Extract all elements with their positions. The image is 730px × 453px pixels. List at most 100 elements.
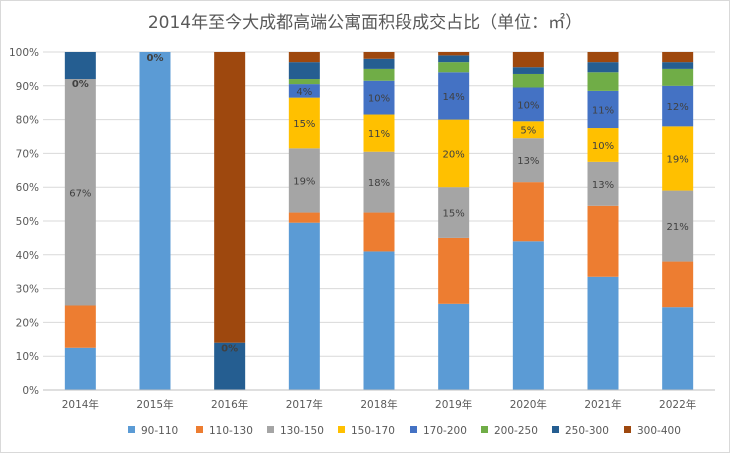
x-tick-label: 2014年 — [62, 398, 99, 411]
y-tick-label: 70% — [16, 148, 39, 160]
y-tick-label: 10% — [16, 351, 39, 363]
data-label: 12% — [667, 102, 689, 113]
bar-segment-300-400 — [587, 52, 619, 63]
bar-segment-150-170 — [288, 97, 320, 149]
bar-segment-130-150 — [288, 148, 320, 213]
legend-label: 250-300 — [565, 425, 609, 437]
data-label: 10% — [368, 94, 390, 105]
bar-segment-90-110 — [64, 347, 96, 390]
data-label: 11% — [368, 129, 390, 140]
bar-segment-250-300 — [512, 67, 544, 74]
bar-segment-110-130 — [288, 212, 320, 223]
data-label: 11% — [592, 105, 614, 116]
bar-segment-250-300 — [64, 52, 96, 80]
data-label: 5% — [520, 126, 536, 137]
bar-segment-300-400 — [438, 52, 470, 56]
bars — [64, 52, 694, 390]
data-label: 13% — [592, 180, 614, 191]
bar-segment-90-110 — [139, 52, 171, 390]
bar-segment-110-130 — [587, 205, 619, 277]
data-label: 21% — [667, 222, 689, 233]
bar-segment-110-130 — [438, 237, 470, 304]
y-tick-label: 80% — [16, 115, 39, 127]
bar-segment-130-150 — [662, 190, 694, 262]
bar-segment-250-300 — [662, 62, 694, 69]
chart-title: 2014年至今大成都高端公寓面积段成交占比（单位：㎡） — [148, 13, 582, 33]
legend-swatch — [267, 426, 274, 433]
legend-label: 200-250 — [494, 425, 538, 437]
x-tick-label: 2015年 — [136, 398, 173, 411]
x-axis: 2014年 2015年 2016年 2017年 2018年 2019年 2020年 2021年… — [43, 389, 715, 411]
data-label: 20% — [443, 149, 465, 160]
legend-label: 90-110 — [141, 425, 178, 437]
data-label: 19% — [667, 154, 689, 165]
bar-segment-130-150 — [512, 138, 544, 183]
y-tick-label: 100% — [9, 47, 39, 59]
bar-segment-300-400 — [288, 52, 320, 63]
bar-segment-200-250 — [662, 68, 694, 86]
y-tick-label: 60% — [16, 182, 39, 194]
bar-segment-250-300 — [587, 62, 619, 73]
bar-segment-170-200 — [288, 84, 320, 98]
legend: 90-110 110-130 130-150 150-170 170-200 200-25… — [128, 425, 681, 437]
bar-segment-200-250 — [363, 68, 395, 81]
data-label: 0% — [221, 344, 238, 355]
data-label: 15% — [443, 209, 465, 220]
bar-segment-170-200 — [363, 80, 395, 115]
x-tick-label: 2022年 — [659, 398, 696, 411]
bar-segment-130-150 — [587, 161, 619, 206]
x-tick-label: 2021年 — [584, 398, 621, 411]
bar-segment-150-170 — [363, 114, 395, 152]
bar-segment-170-200 — [512, 87, 544, 122]
legend-swatch — [128, 426, 135, 433]
data-label: 14% — [443, 92, 465, 103]
bar-segment-170-200 — [587, 90, 619, 129]
data-label: 0% — [72, 79, 89, 90]
legend-label: 300-400 — [637, 425, 681, 437]
bar-segment-130-150 — [438, 187, 470, 238]
bar-segment-90-110 — [662, 307, 694, 390]
legend-swatch — [196, 426, 203, 433]
bar-segment-110-130 — [512, 182, 544, 242]
data-label: 19% — [293, 176, 315, 187]
bar-segment-150-170 — [438, 119, 470, 188]
bar-segment-170-200 — [438, 72, 470, 120]
data-label: 18% — [368, 178, 390, 189]
bar-segment-200-250 — [288, 79, 320, 85]
data-label: 15% — [293, 119, 315, 130]
bar-segment-200-250 — [512, 73, 544, 88]
bar-segment-150-170 — [662, 126, 694, 191]
bar-segment-300-400 — [363, 52, 395, 59]
bar-segment-110-130 — [363, 212, 395, 252]
x-tick-label: 2019年 — [435, 398, 472, 411]
legend-label: 150-170 — [351, 425, 395, 437]
y-tick-label: 30% — [16, 284, 39, 296]
legend-swatch — [552, 426, 559, 433]
y-tick-label: 40% — [16, 250, 39, 262]
data-label: 67% — [69, 188, 91, 199]
bar-segment-300-400 — [214, 52, 246, 343]
y-tick-label: 50% — [16, 216, 39, 228]
bar-segment-200-250 — [438, 62, 470, 73]
x-tick-label: 2018年 — [360, 398, 397, 411]
legend-swatch — [410, 426, 417, 433]
legend-label: 170-200 — [423, 425, 467, 437]
bar-segment-90-110 — [512, 241, 544, 390]
bar-segment-250-300 — [214, 342, 246, 390]
bar-segment-250-300 — [363, 58, 395, 69]
data-label: 13% — [517, 156, 539, 167]
bar-segment-130-150 — [64, 79, 96, 306]
bar-segment-150-170 — [512, 121, 544, 139]
data-label: 0% — [147, 53, 164, 64]
legend-swatch — [624, 426, 631, 433]
bar-segment-250-300 — [438, 55, 470, 63]
bar-segment-90-110 — [288, 222, 320, 390]
y-tick-label: 0% — [22, 385, 39, 397]
y-tick-label: 90% — [16, 81, 39, 93]
bar-segment-110-130 — [64, 305, 96, 348]
bar-segment-250-300 — [288, 62, 320, 80]
bar-segment-90-110 — [438, 303, 470, 390]
data-labels: 0% 67% 0% 0% 19% 15% 4% 18% 11% 10% 15% 20% 14% 13% 5%… — [69, 53, 689, 355]
data-label: 10% — [592, 141, 614, 152]
